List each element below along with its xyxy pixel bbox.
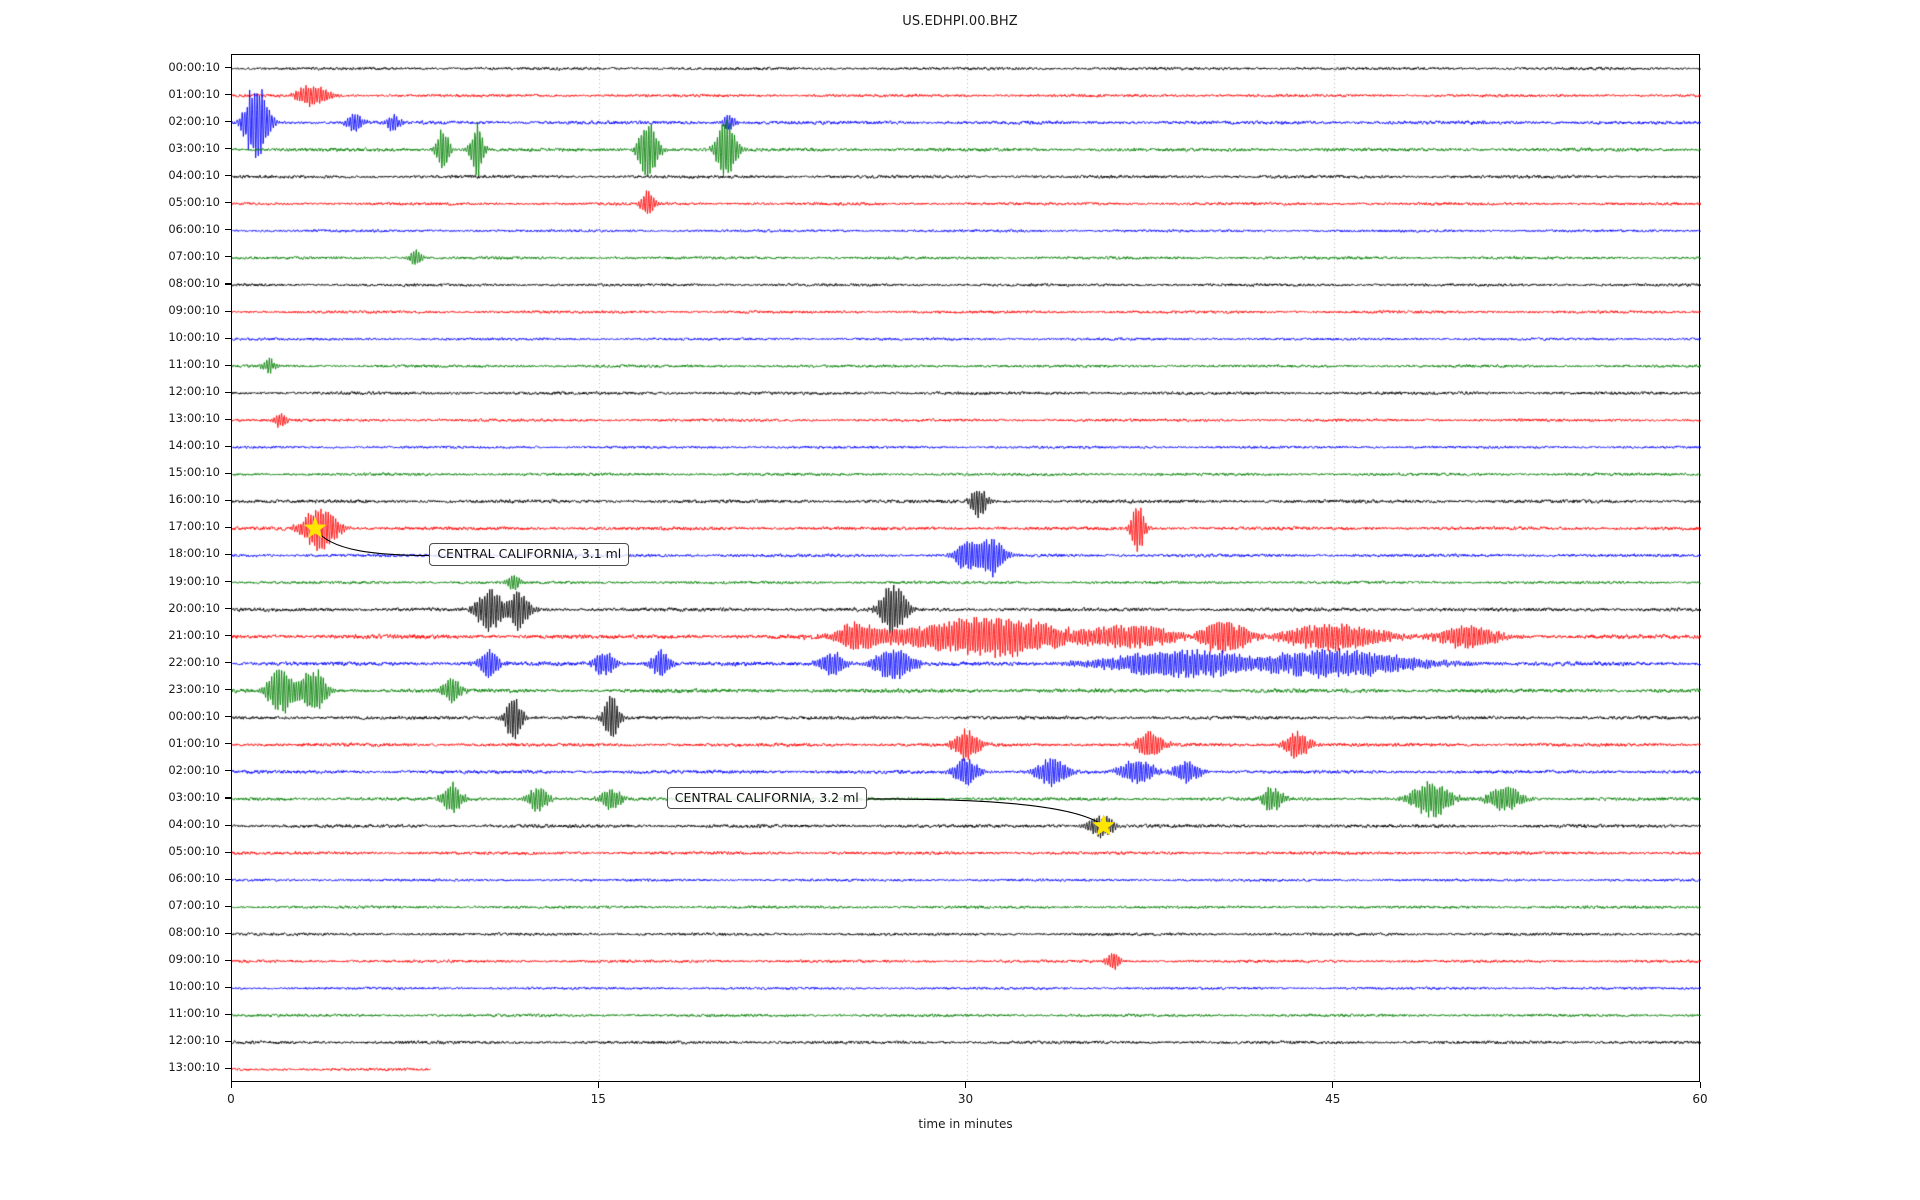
x-axis-tick-mark <box>1332 1082 1334 1088</box>
y-axis-tick-mark <box>225 526 231 528</box>
y-axis-tick-label: 03:00:10 <box>168 140 220 155</box>
y-axis-tick-label: 14:00:10 <box>168 438 220 453</box>
y-axis-tick-label: 05:00:10 <box>168 844 220 859</box>
earthquake-annotation-label: CENTRAL CALIFORNIA, 3.2 ml <box>666 786 867 810</box>
y-axis-tick-label: 00:00:10 <box>168 59 220 74</box>
y-axis-tick-label: 13:00:10 <box>168 411 220 426</box>
y-axis-tick-mark <box>225 743 231 745</box>
x-axis-tick-mark <box>230 1082 232 1088</box>
y-axis-tick-mark <box>225 905 231 907</box>
y-axis-tick-label: 07:00:10 <box>168 248 220 263</box>
y-axis-tick-mark <box>225 770 231 772</box>
y-axis-tick-label: 18:00:10 <box>168 546 220 561</box>
y-axis-tick-label: 22:00:10 <box>168 654 220 669</box>
y-axis-tick-mark <box>225 608 231 610</box>
earthquake-annotation-label: CENTRAL CALIFORNIA, 3.1 ml <box>429 543 630 566</box>
y-axis-tick-mark <box>225 716 231 718</box>
y-axis-tick-mark <box>225 256 231 258</box>
page-title: US.EDHPI.00.BHZ <box>902 14 1018 29</box>
y-axis-tick-label: 09:00:10 <box>168 303 220 317</box>
y-axis-tick-label: 21:00:10 <box>168 627 220 642</box>
y-axis-tick-label: 19:00:10 <box>168 573 220 588</box>
y-axis-tick-mark <box>225 391 231 393</box>
y-axis-tick-mark <box>225 662 231 664</box>
y-axis-tick-mark <box>225 94 231 96</box>
x-axis-tick-label: 30 <box>957 1092 974 1106</box>
y-axis-tick-mark <box>225 689 231 691</box>
y-axis-tick-label: 01:00:10 <box>168 735 220 750</box>
y-axis-tick-mark <box>225 932 231 934</box>
y-axis-tick-label: 17:00:10 <box>168 519 220 534</box>
x-axis-tick-label: 0 <box>227 1092 235 1106</box>
y-axis-tick-label: 11:00:10 <box>168 1006 220 1021</box>
y-axis-tick-label: 02:00:10 <box>168 113 220 128</box>
y-axis-tick-label: 15:00:10 <box>168 465 220 480</box>
y-axis-tick-mark <box>225 635 231 637</box>
y-axis-tick-mark <box>225 797 231 799</box>
y-axis-tick-mark <box>225 418 231 420</box>
y-axis-tick-mark <box>225 553 231 556</box>
y-axis-tick-label: 09:00:10 <box>168 952 220 967</box>
y-axis-tick-mark <box>225 229 231 231</box>
y-axis-tick-mark <box>225 175 231 177</box>
y-axis-tick-mark <box>225 472 231 474</box>
y-axis-tick-label: 10:00:10 <box>168 979 220 994</box>
y-axis-tick-label: 00:00:10 <box>168 708 220 723</box>
y-axis-tick-label: 11:00:10 <box>168 357 220 372</box>
x-axis-tick-label: 15 <box>590 1092 606 1106</box>
y-axis-tick-mark <box>225 283 231 285</box>
x-axis-tick-mark <box>597 1082 599 1088</box>
y-axis-tick-label: 04:00:10 <box>168 167 220 182</box>
y-axis-tick-mark <box>225 1040 231 1042</box>
y-axis-tick-label: 02:00:10 <box>168 762 220 777</box>
x-axis-tick-mark <box>1699 1082 1701 1088</box>
y-axis-tick-label: 16:00:10 <box>168 492 220 507</box>
seismogram-traces-canvas <box>232 55 1701 1083</box>
y-axis-tick-mark <box>225 67 231 69</box>
x-axis-tick-label: 60 <box>1692 1092 1708 1106</box>
x-axis-tick-label: 45 <box>1325 1092 1341 1106</box>
y-axis-tick-mark <box>225 986 231 988</box>
plot-area <box>231 54 1701 1083</box>
y-axis-tick-label: 12:00:10 <box>168 1033 220 1048</box>
y-axis-tick-mark <box>225 1067 231 1070</box>
y-axis-tick-mark <box>225 959 231 961</box>
y-axis-tick-mark <box>225 202 231 204</box>
y-axis-tick-label: 03:00:10 <box>168 789 220 804</box>
y-axis-tick-label: 04:00:10 <box>168 817 220 831</box>
y-axis-tick-mark <box>225 581 231 583</box>
y-axis-tick-mark <box>225 851 231 853</box>
y-axis-tick-label: 06:00:10 <box>168 221 220 236</box>
y-axis-tick-label: 20:00:10 <box>168 600 220 615</box>
y-axis-tick-mark <box>225 337 231 339</box>
y-axis-tick-label: 10:00:10 <box>168 330 220 345</box>
x-axis-tick-mark <box>965 1082 967 1088</box>
y-axis-tick-mark <box>225 499 231 501</box>
y-axis-tick-mark <box>225 1013 231 1015</box>
y-axis-tick-mark <box>225 364 231 366</box>
y-axis-tick-mark <box>225 878 231 880</box>
x-axis-label: time in minutes <box>918 1117 1013 1131</box>
y-axis-tick-label: 08:00:10 <box>168 275 220 290</box>
y-axis-tick-label: 13:00:10 <box>168 1060 220 1075</box>
y-axis-tick-label: 23:00:10 <box>168 681 220 696</box>
y-axis-tick-label: 07:00:10 <box>168 898 220 913</box>
y-axis-tick-mark <box>225 121 231 123</box>
y-axis-tick-mark <box>225 310 231 312</box>
y-axis-tick-mark <box>225 445 231 447</box>
y-axis-tick-label: 01:00:10 <box>168 86 220 101</box>
y-axis-tick-label: 06:00:10 <box>168 871 220 886</box>
y-axis-tick-mark <box>225 148 231 150</box>
y-axis-tick-mark <box>225 824 231 826</box>
y-axis-tick-label: 05:00:10 <box>168 194 220 209</box>
y-axis-tick-label: 08:00:10 <box>168 925 220 940</box>
y-axis-tick-label: 12:00:10 <box>168 384 220 399</box>
